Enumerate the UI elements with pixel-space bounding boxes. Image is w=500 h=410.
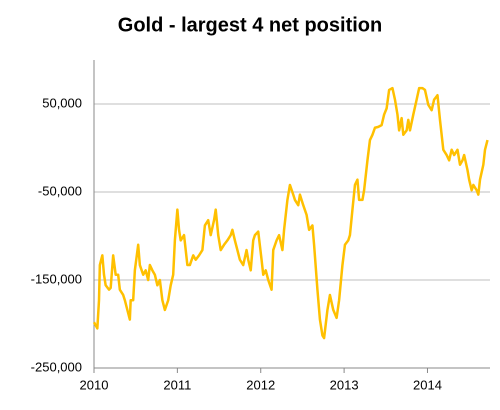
y-tick-label: -150,000 — [31, 271, 82, 286]
x-tick-label: 2011 — [163, 377, 191, 392]
x-tick-label: 2013 — [330, 377, 359, 392]
x-tick-label: 2014 — [413, 377, 442, 392]
y-tick-label: -250,000 — [31, 359, 82, 374]
x-tick-label: 2010 — [80, 377, 109, 392]
x-tick-label: 2012 — [246, 377, 275, 392]
chart-title: Gold - largest 4 net position — [118, 14, 382, 36]
y-tick-label: 50,000 — [42, 95, 82, 110]
y-tick-label: -50,000 — [38, 183, 82, 198]
data-line — [92, 86, 489, 340]
